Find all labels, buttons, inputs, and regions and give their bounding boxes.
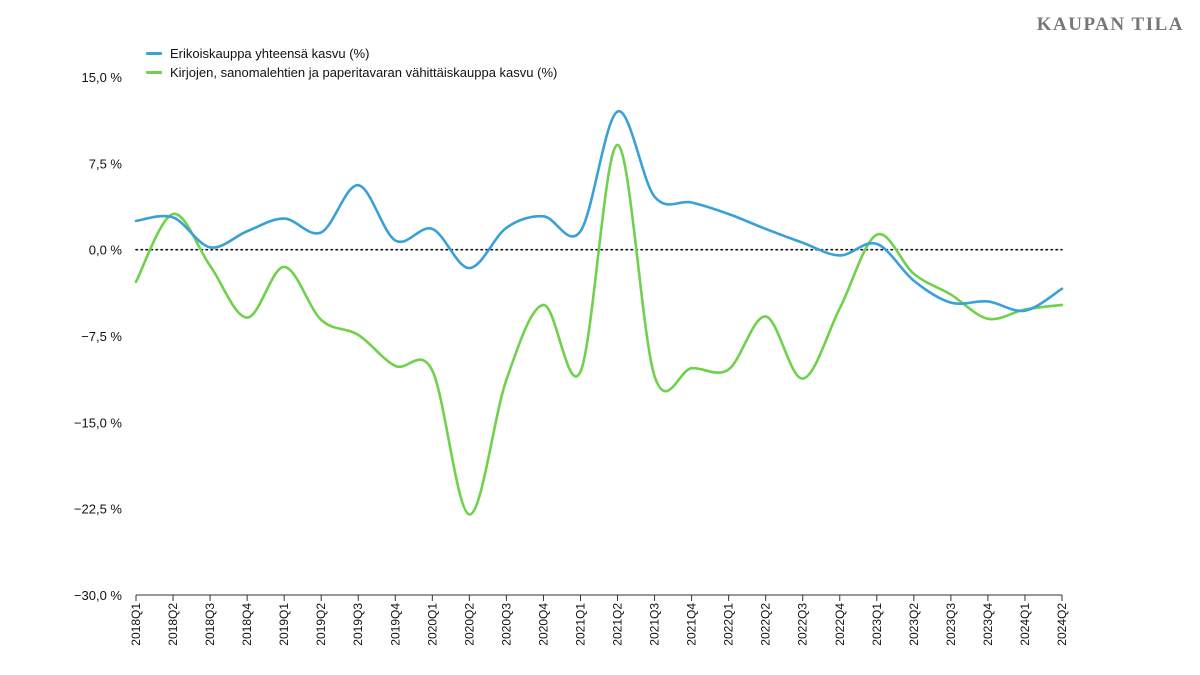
y-tick-label: −30,0 %	[74, 588, 123, 603]
y-tick-label: −15,0 %	[74, 415, 123, 430]
x-tick-label: 2021Q2	[611, 603, 625, 646]
x-tick-label: 2021Q3	[648, 603, 662, 646]
legend-item-series-2: Kirjojen, sanomalehtien ja paperitavaran…	[146, 63, 557, 82]
x-tick-label: 2022Q2	[759, 603, 773, 646]
x-tick-label: 2024Q1	[1018, 603, 1032, 646]
x-tick-label: 2019Q1	[277, 603, 291, 646]
y-tick-label: 15,0 %	[82, 70, 123, 85]
x-tick-label: 2020Q1	[425, 603, 439, 646]
x-tick-label: 2022Q4	[833, 603, 847, 646]
legend-label-series-1: Erikoiskauppa yhteensä kasvu (%)	[170, 46, 370, 61]
legend-label-series-2: Kirjojen, sanomalehtien ja paperitavaran…	[170, 65, 558, 80]
x-tick-label: 2023Q2	[907, 603, 921, 646]
series-line-2	[134, 143, 1064, 516]
x-tick-label: 2021Q1	[573, 603, 587, 646]
chart-legend: Erikoiskauppa yhteensä kasvu (%) Kirjoje…	[146, 44, 557, 82]
legend-swatch-series-1	[146, 52, 162, 55]
x-tick-label: 2018Q3	[203, 603, 217, 646]
x-tick-label: 2022Q1	[722, 603, 736, 646]
x-tick-label: 2020Q2	[462, 603, 476, 646]
legend-item-series-1: Erikoiskauppa yhteensä kasvu (%)	[146, 44, 557, 63]
x-tick-label: 2018Q4	[240, 603, 254, 646]
y-tick-label: 0,0 %	[89, 243, 123, 258]
x-tick-label: 2020Q4	[536, 603, 550, 646]
legend-swatch-series-2	[146, 71, 162, 74]
x-tick-label: 2024Q2	[1055, 603, 1069, 646]
x-tick-label: 2019Q3	[351, 603, 365, 646]
x-tick-label: 2023Q1	[870, 603, 884, 646]
y-tick-label: −7,5 %	[81, 329, 122, 344]
x-tick-label: 2021Q4	[685, 603, 699, 646]
y-tick-label: 7,5 %	[89, 156, 123, 171]
series-line-1	[134, 110, 1064, 313]
x-tick-label: 2018Q1	[129, 603, 143, 646]
x-tick-label: 2023Q3	[944, 603, 958, 646]
x-tick-label: 2023Q4	[981, 603, 995, 646]
x-tick-label: 2019Q2	[314, 603, 328, 646]
brand-logo: KAUPAN TILA	[1036, 14, 1184, 35]
y-tick-label: −22,5 %	[74, 502, 123, 517]
x-tick-label: 2019Q4	[388, 603, 402, 646]
x-tick-label: 2020Q3	[499, 603, 513, 646]
x-tick-label: 2022Q3	[796, 603, 810, 646]
x-tick-label: 2018Q2	[166, 603, 180, 646]
